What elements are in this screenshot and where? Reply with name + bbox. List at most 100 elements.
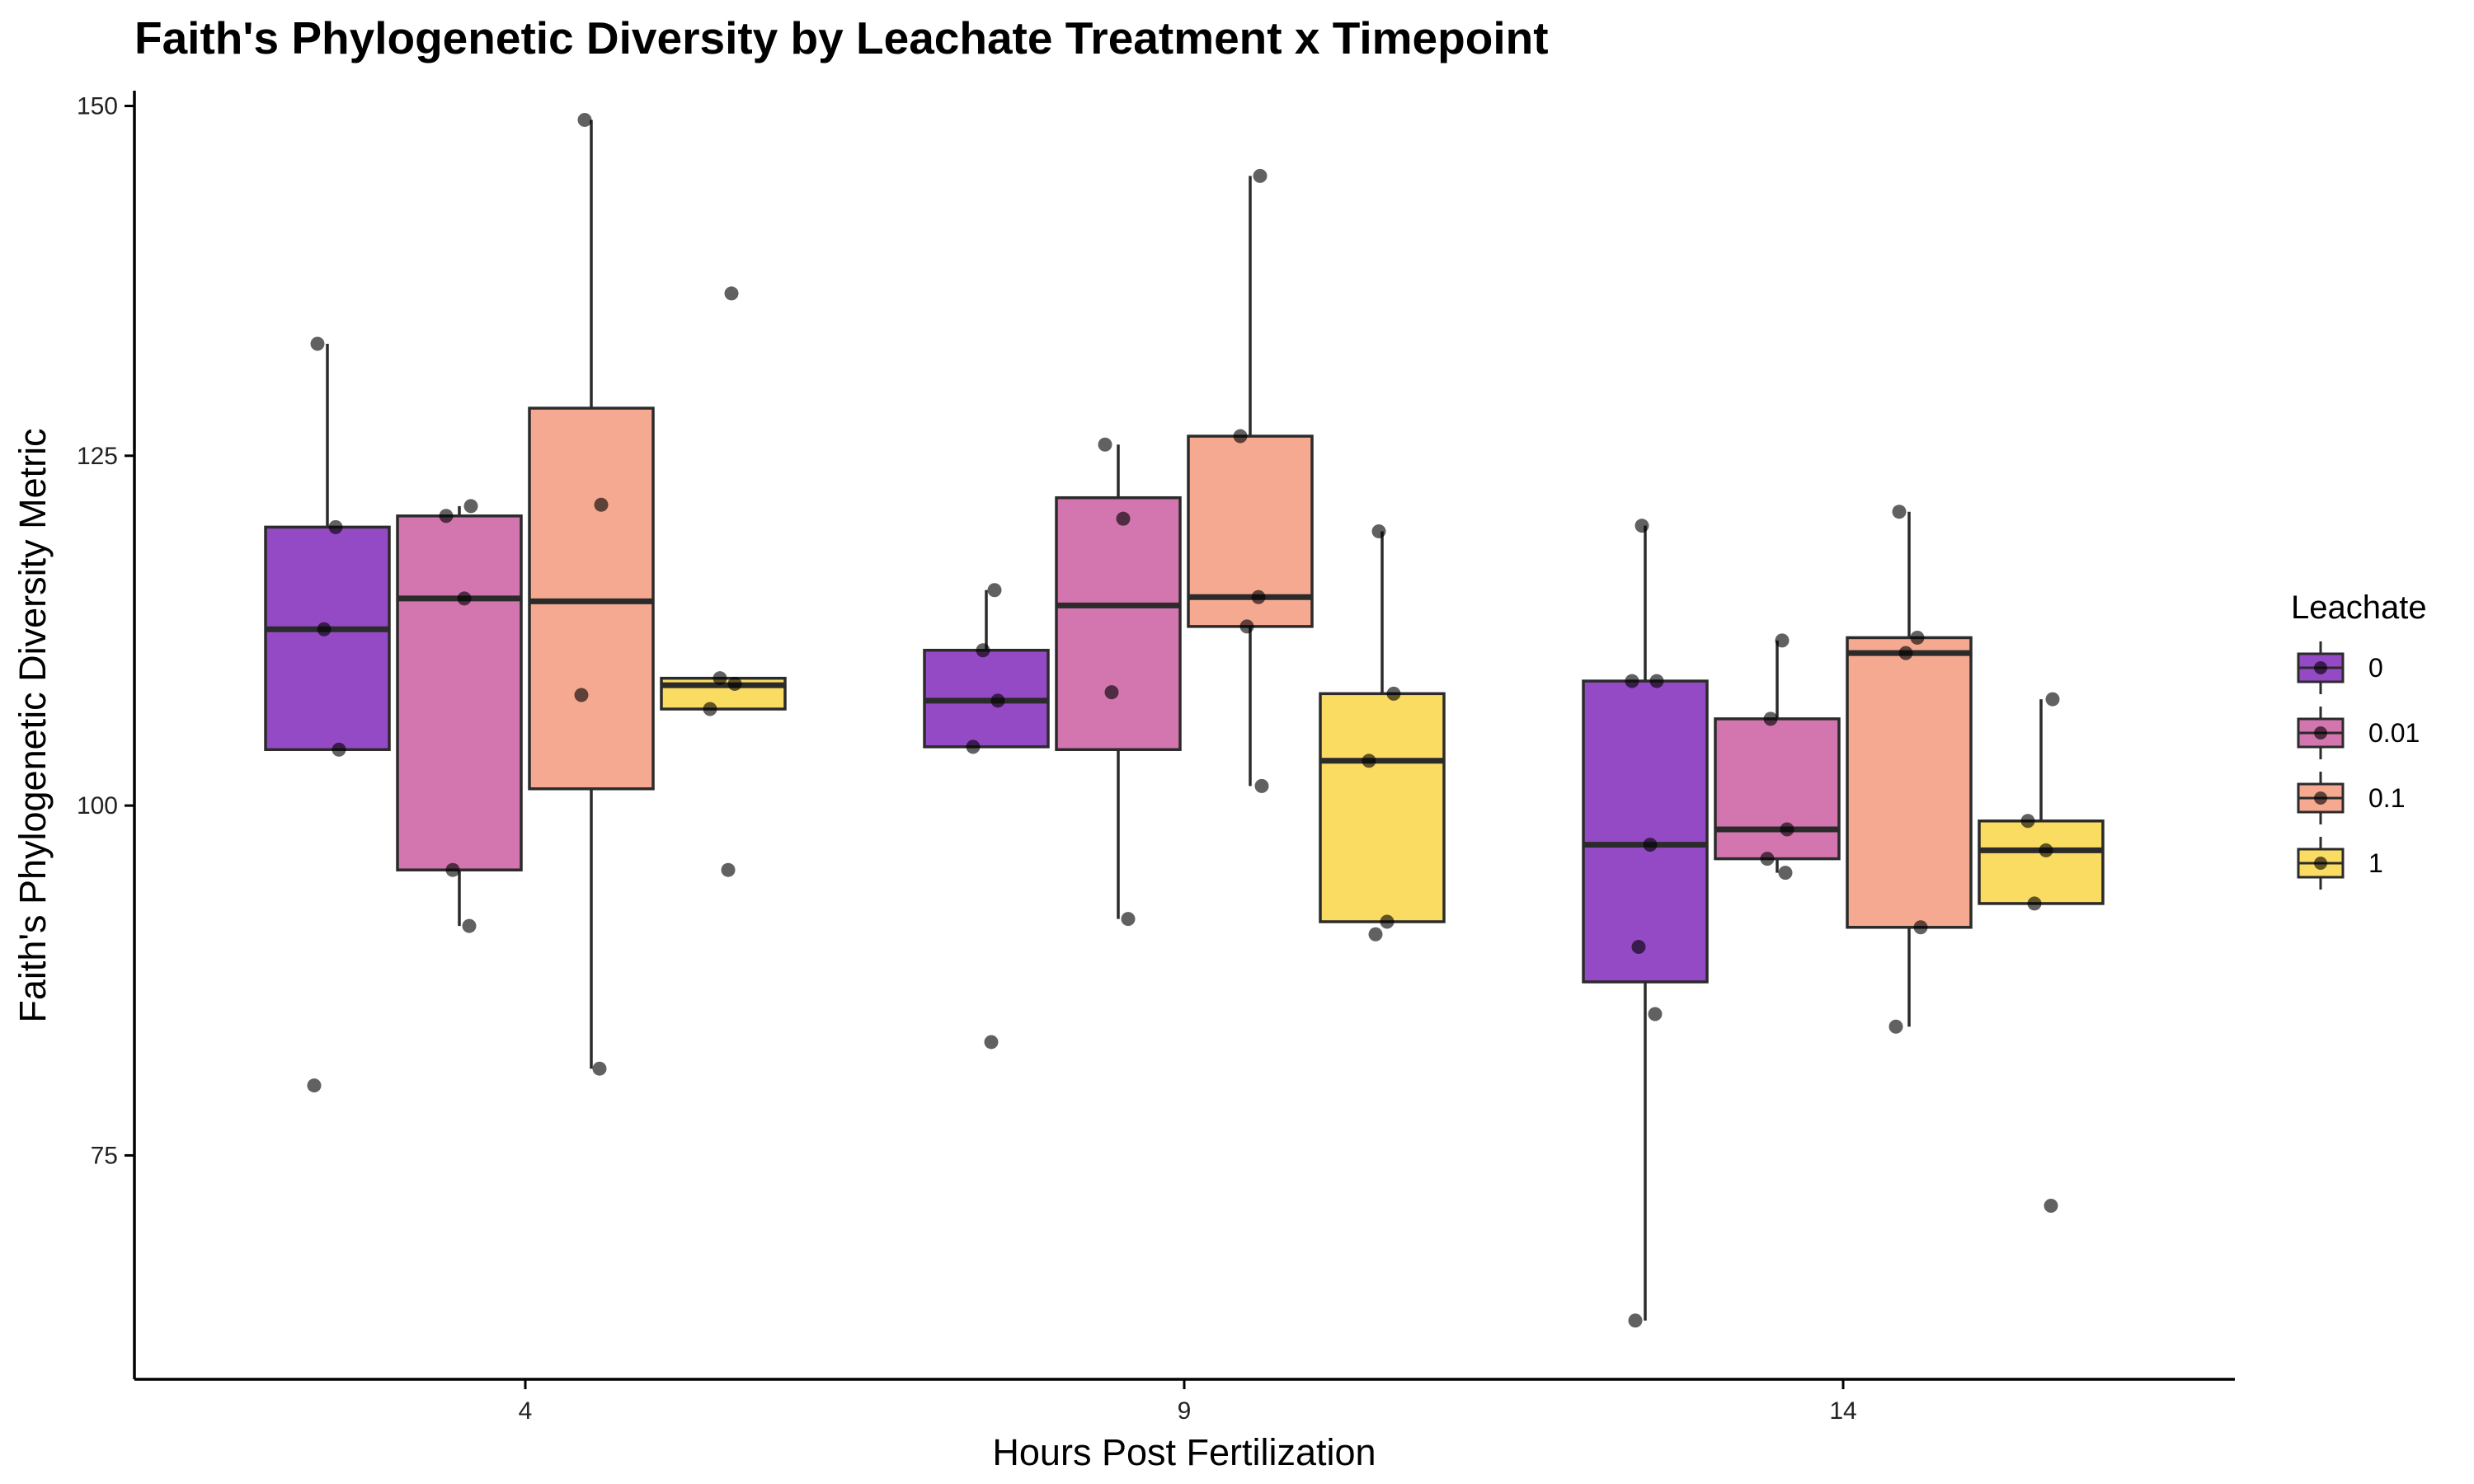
box <box>396 514 523 871</box>
data-point <box>1763 711 1778 726</box>
box <box>264 525 391 751</box>
box-group <box>1187 168 1314 793</box>
box <box>1319 692 1446 923</box>
data-point <box>1380 914 1395 929</box>
data-point <box>1116 511 1131 526</box>
data-point <box>332 742 346 757</box>
data-point <box>1649 674 1664 688</box>
data-point <box>1892 505 1907 519</box>
box-group <box>660 286 787 877</box>
data-point <box>1634 519 1649 533</box>
legend-item: 1 <box>2297 837 2383 890</box>
data-point <box>1643 838 1658 852</box>
data-point <box>1625 674 1639 688</box>
data-point <box>1362 754 1376 768</box>
data-point <box>2044 1199 2058 1214</box>
data-point <box>1104 685 1119 700</box>
axes: 75 100 125 150 4 9 14 <box>77 91 2235 1425</box>
data-point <box>1775 633 1790 648</box>
data-point <box>1631 940 1646 955</box>
data-point <box>310 336 325 351</box>
box-group <box>1978 692 2105 1214</box>
data-point <box>592 1061 607 1076</box>
legend-item: 0.01 <box>2297 707 2420 759</box>
data-point <box>1648 1007 1663 1021</box>
box <box>1714 717 1841 861</box>
data-point <box>727 676 742 691</box>
legend-title: Leachate <box>2291 589 2427 626</box>
y-tick-label: 75 <box>91 1142 118 1169</box>
data-point <box>1913 920 1928 935</box>
data-point <box>713 671 727 686</box>
data-point <box>2039 843 2053 857</box>
box-group <box>1055 437 1182 927</box>
data-point <box>574 688 589 702</box>
data-point <box>703 702 717 716</box>
data-point <box>1368 927 1383 942</box>
data-point <box>577 112 592 127</box>
data-point <box>1371 524 1386 538</box>
legend-item: 0 <box>2297 641 2383 694</box>
data-point <box>1386 686 1401 701</box>
legend-key-point <box>2314 791 2327 805</box>
chart-title: Faith's Phylogenetic Diversity by Leacha… <box>134 12 1549 63</box>
data-point <box>1239 619 1254 634</box>
data-point <box>462 918 477 933</box>
data-point <box>976 643 990 658</box>
data-point <box>1888 1019 1903 1034</box>
legend-key-point <box>2314 857 2327 870</box>
x-axis-title: Hours Post Fertilization <box>992 1431 1376 1473</box>
data-point <box>721 862 736 877</box>
data-point <box>1760 852 1775 866</box>
data-point <box>724 286 739 301</box>
y-tick-label: 150 <box>77 92 118 120</box>
data-point <box>1233 429 1248 444</box>
data-point <box>984 1035 999 1050</box>
legend: Leachate 0 0.01 0.1 1 <box>2291 589 2427 890</box>
data-point <box>457 591 472 606</box>
data-point <box>307 1078 322 1093</box>
data-point <box>1780 822 1794 837</box>
data-point <box>1254 778 1269 793</box>
data-point <box>1121 912 1136 927</box>
data-point <box>445 862 460 877</box>
data-point <box>1253 168 1268 183</box>
box <box>1846 636 1973 929</box>
box-group <box>923 583 1050 1050</box>
box-group <box>1846 505 1973 1034</box>
box <box>1582 679 1709 984</box>
legend-label: 0.1 <box>2368 783 2405 813</box>
data-point <box>2027 896 2042 911</box>
data-point <box>2020 814 2035 829</box>
legend-label: 1 <box>2368 848 2383 878</box>
data-point <box>987 583 1002 598</box>
box-group <box>1714 633 1841 881</box>
data-point <box>317 622 332 636</box>
box-group <box>396 499 523 933</box>
legend-label: 0 <box>2368 653 2383 683</box>
y-tick-label: 125 <box>77 443 118 470</box>
box <box>1055 495 1182 751</box>
data-point <box>439 509 454 524</box>
data-point <box>1098 437 1112 452</box>
x-tick-label: 14 <box>1829 1397 1856 1425</box>
box-group <box>1582 519 1709 1328</box>
legend-key-point <box>2314 661 2327 674</box>
y-tick-label: 100 <box>77 792 118 819</box>
data-point <box>1910 630 1925 645</box>
data-point <box>1251 589 1266 604</box>
data-point <box>1778 866 1793 881</box>
legend-key-point <box>2314 726 2327 740</box>
legend-label: 0.01 <box>2368 718 2420 748</box>
plot-area <box>264 112 2105 1328</box>
data-point <box>990 693 1005 708</box>
data-point <box>594 497 609 512</box>
box <box>1978 819 2105 905</box>
data-point <box>2045 692 2060 707</box>
box-group <box>264 336 391 1093</box>
data-point <box>1898 646 1913 660</box>
data-point <box>1628 1313 1643 1328</box>
y-axis-title: Faith's Phylogenetic Diversity Metric <box>12 428 54 1022</box>
x-tick-label: 9 <box>1178 1397 1192 1425</box>
